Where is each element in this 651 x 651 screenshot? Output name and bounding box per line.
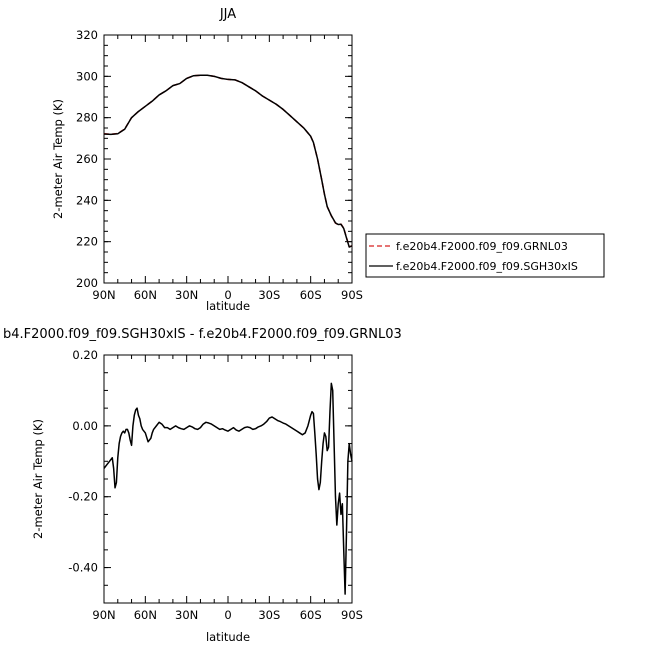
y-tick-label: 300 <box>76 69 98 83</box>
y-tick-label: -0.40 <box>68 561 98 575</box>
y-tick-label: 320 <box>76 28 98 42</box>
bottom-y-axis-label: 2-meter Air Temp (K) <box>31 419 45 539</box>
y-tick-label: -0.20 <box>68 490 98 504</box>
top-panel-title: JJA <box>219 7 236 22</box>
series-line-0 <box>103 382 353 595</box>
legend-label-sgh30xis: f.e20b4.F2000.f09_f09.SGH30xIS <box>396 260 578 273</box>
y-tick-label: 240 <box>76 193 98 207</box>
bottom-x-tick-labels: 90N 60N 30N 0 30S 60S 90S <box>92 608 363 622</box>
top-plot-frame <box>103 34 353 284</box>
x-tick-label: 90N <box>92 288 115 302</box>
y-tick-label: 0.00 <box>72 419 98 433</box>
y-tick-label: 220 <box>76 235 98 249</box>
legend: f.e20b4.F2000.f09_f09.GRNL03 f.e20b4.F20… <box>365 233 605 278</box>
x-tick-label: 60S <box>300 608 322 622</box>
top-y-tick-labels: 200 220 240 260 280 300 320 <box>76 28 98 290</box>
x-tick-label: 60N <box>134 288 157 302</box>
y-tick-label: 200 <box>76 276 98 290</box>
bottom-y-tick-labels: 0.20 0.00 -0.20 -0.40 <box>68 348 98 575</box>
x-tick-label: 0 <box>224 288 231 302</box>
x-tick-label: 0 <box>224 608 231 622</box>
x-tick-label: 30S <box>258 288 280 302</box>
y-tick-label: 260 <box>76 152 98 166</box>
x-tick-label: 30N <box>175 288 198 302</box>
bottom-series-group <box>103 382 353 595</box>
y-tick-label: 0.20 <box>72 348 98 362</box>
legend-box <box>365 233 605 278</box>
y-tick-label: 280 <box>76 111 98 125</box>
x-tick-label: 90S <box>341 608 363 622</box>
x-tick-label: 90S <box>341 288 363 302</box>
top-y-axis-label: 2-meter Air Temp (K) <box>51 99 65 219</box>
x-tick-label: 30N <box>175 608 198 622</box>
x-tick-label: 60S <box>300 288 322 302</box>
x-tick-label: 60N <box>134 608 157 622</box>
top-panel: JJA 200 220 240 260 280 300 320 90N 60N 30N 0 30S 6… <box>51 7 363 313</box>
x-tick-label: 30S <box>258 608 280 622</box>
top-tick-marks <box>103 34 353 284</box>
legend-label-grnl03: f.e20b4.F2000.f09_f09.GRNL03 <box>396 240 568 253</box>
x-tick-label: 90N <box>92 608 115 622</box>
series-line-1 <box>103 74 353 248</box>
series-line-0 <box>103 74 353 248</box>
bottom-x-axis-label: latitude <box>206 630 250 644</box>
top-x-axis-label: latitude <box>206 299 250 313</box>
bottom-panel: b4.F2000.f09_f09.SGH30xIS - f.e20b4.F200… <box>3 327 402 644</box>
bottom-tick-marks <box>103 354 353 604</box>
bottom-panel-title: b4.F2000.f09_f09.SGH30xIS - f.e20b4.F200… <box>3 327 402 342</box>
top-x-tick-labels: 90N 60N 30N 0 30S 60S 90S <box>92 288 363 302</box>
bottom-plot-frame <box>103 354 353 604</box>
top-series-group <box>103 74 353 248</box>
